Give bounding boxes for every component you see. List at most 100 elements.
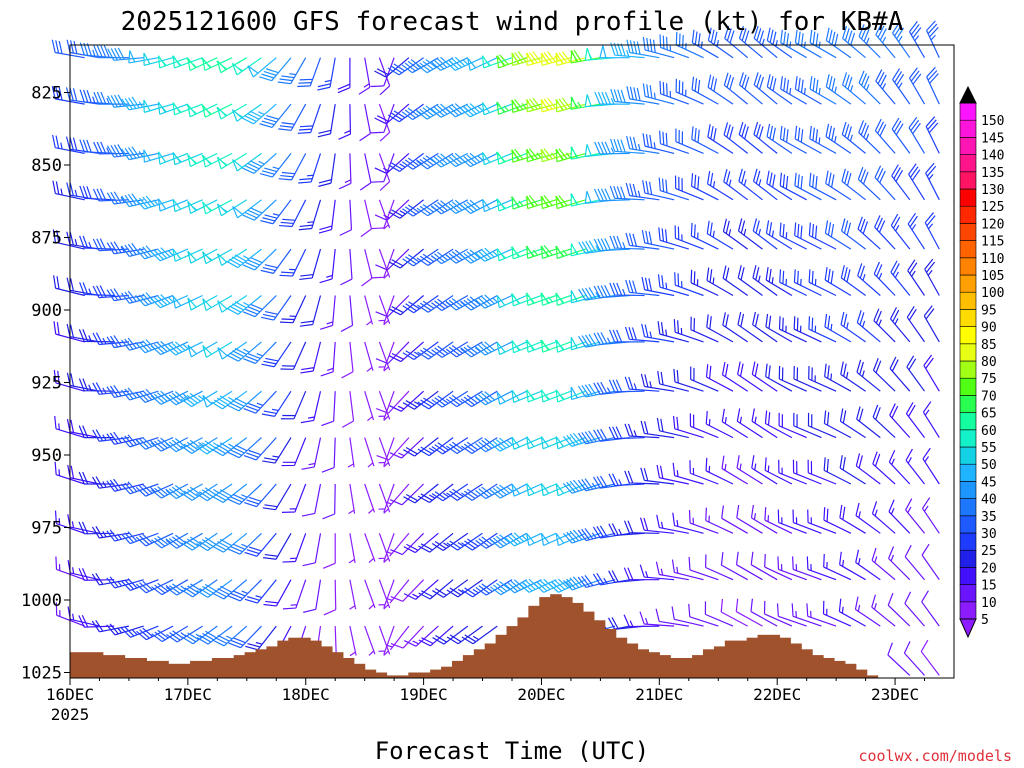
wind-barb [431,294,469,312]
wind-barb [624,423,660,439]
wind-barb [705,457,734,485]
wind-barb [431,390,469,408]
wind-barb [151,625,189,643]
terrain-bar [157,660,169,678]
wind-barb [281,437,307,467]
y-tick-label: 825 [31,84,62,104]
wind-barb [364,533,376,564]
wind-barb [300,391,322,424]
wind-barb [216,199,248,217]
wind-barb [780,29,808,59]
wind-barb [378,103,391,142]
wind-barb [121,243,159,257]
wind-barb [674,175,704,201]
wind-barb [359,103,372,142]
wind-barb [389,437,425,459]
terrain-bar [484,643,497,678]
wind-barb [262,437,292,464]
wind-barb [341,391,355,428]
terrain-bar [692,655,704,678]
plot-frame [69,44,955,679]
wind-barb [349,625,357,657]
terrain-bar [430,669,442,678]
wind-barb [705,410,734,439]
colorbar-label: 20 [981,561,997,576]
wind-barb [348,483,356,515]
wind-barb [212,625,248,647]
wind-barb [66,231,100,250]
wind-barb [793,316,822,343]
wind-barb [401,103,439,121]
wind-barb [640,467,675,485]
wind-barb [378,533,395,562]
wind-barb [753,25,778,59]
terrain-bar [179,663,191,678]
terrain-bar [801,649,813,678]
wind-barb [825,123,852,154]
wind-barb [838,598,866,627]
wind-barb [858,70,881,105]
wind-barb [904,544,925,581]
wind-barb [135,483,174,497]
wind-barb [873,261,896,296]
wind-barb [608,523,645,536]
terrain-bar [506,626,519,678]
terrain-bar [648,652,660,678]
wind-barb [348,533,356,564]
wind-barb [340,295,354,332]
wind-barb [610,42,645,59]
x-tick-label: 16DEC [46,685,94,704]
wind-barb [562,479,601,494]
wind-barb [321,391,336,427]
wind-barb [446,437,483,455]
wind-barb [260,295,292,321]
wind-barb [418,532,454,553]
colorbar-label: 70 [981,389,997,404]
colorbar-label: 45 [981,475,997,490]
wind-barb [181,579,218,598]
wind-barb [92,382,129,395]
wind-barb [623,567,660,581]
wind-barb [135,388,174,403]
terrain-bar [70,652,82,678]
wind-barb [890,260,911,296]
wind-barb [150,390,189,405]
wind-barb [777,509,807,534]
terrain-bar [561,597,573,678]
wind-barb [446,532,483,551]
wind-barb [704,554,734,581]
colorbar-swatch [959,119,977,138]
wind-barb [385,532,410,557]
wind-barb [533,578,572,593]
wind-barb [417,341,454,360]
wind-barb [871,594,896,627]
wind-barb [562,432,601,447]
wind-barb [475,437,513,453]
wind-barb [378,390,391,421]
wind-barb [243,341,277,365]
wind-barb [751,361,778,392]
wind-barb [445,103,483,118]
colorbar-swatch [959,326,977,345]
wind-barb [55,556,85,581]
wind-barb [577,478,616,492]
colorbar-swatch [959,188,977,207]
colorbar-label: 140 [981,149,1004,164]
wind-barb [460,199,498,214]
wind-barb [385,579,410,604]
wind-barb [840,265,866,296]
wind-barb [375,295,410,318]
surface-terrain [70,594,879,678]
colorbar-label: 110 [981,252,1004,267]
colorbar-label: 90 [981,321,997,336]
wind-barb [672,512,704,534]
wind-barb [217,295,248,313]
wind-barb [135,292,174,307]
wind-barb [378,437,395,466]
terrain-bar [91,652,104,678]
wind-barb [364,579,376,610]
wind-barb [736,504,763,534]
wind-barb [120,578,159,592]
colorbar-label: 105 [981,269,1004,284]
y-tick-label: 900 [31,301,62,321]
